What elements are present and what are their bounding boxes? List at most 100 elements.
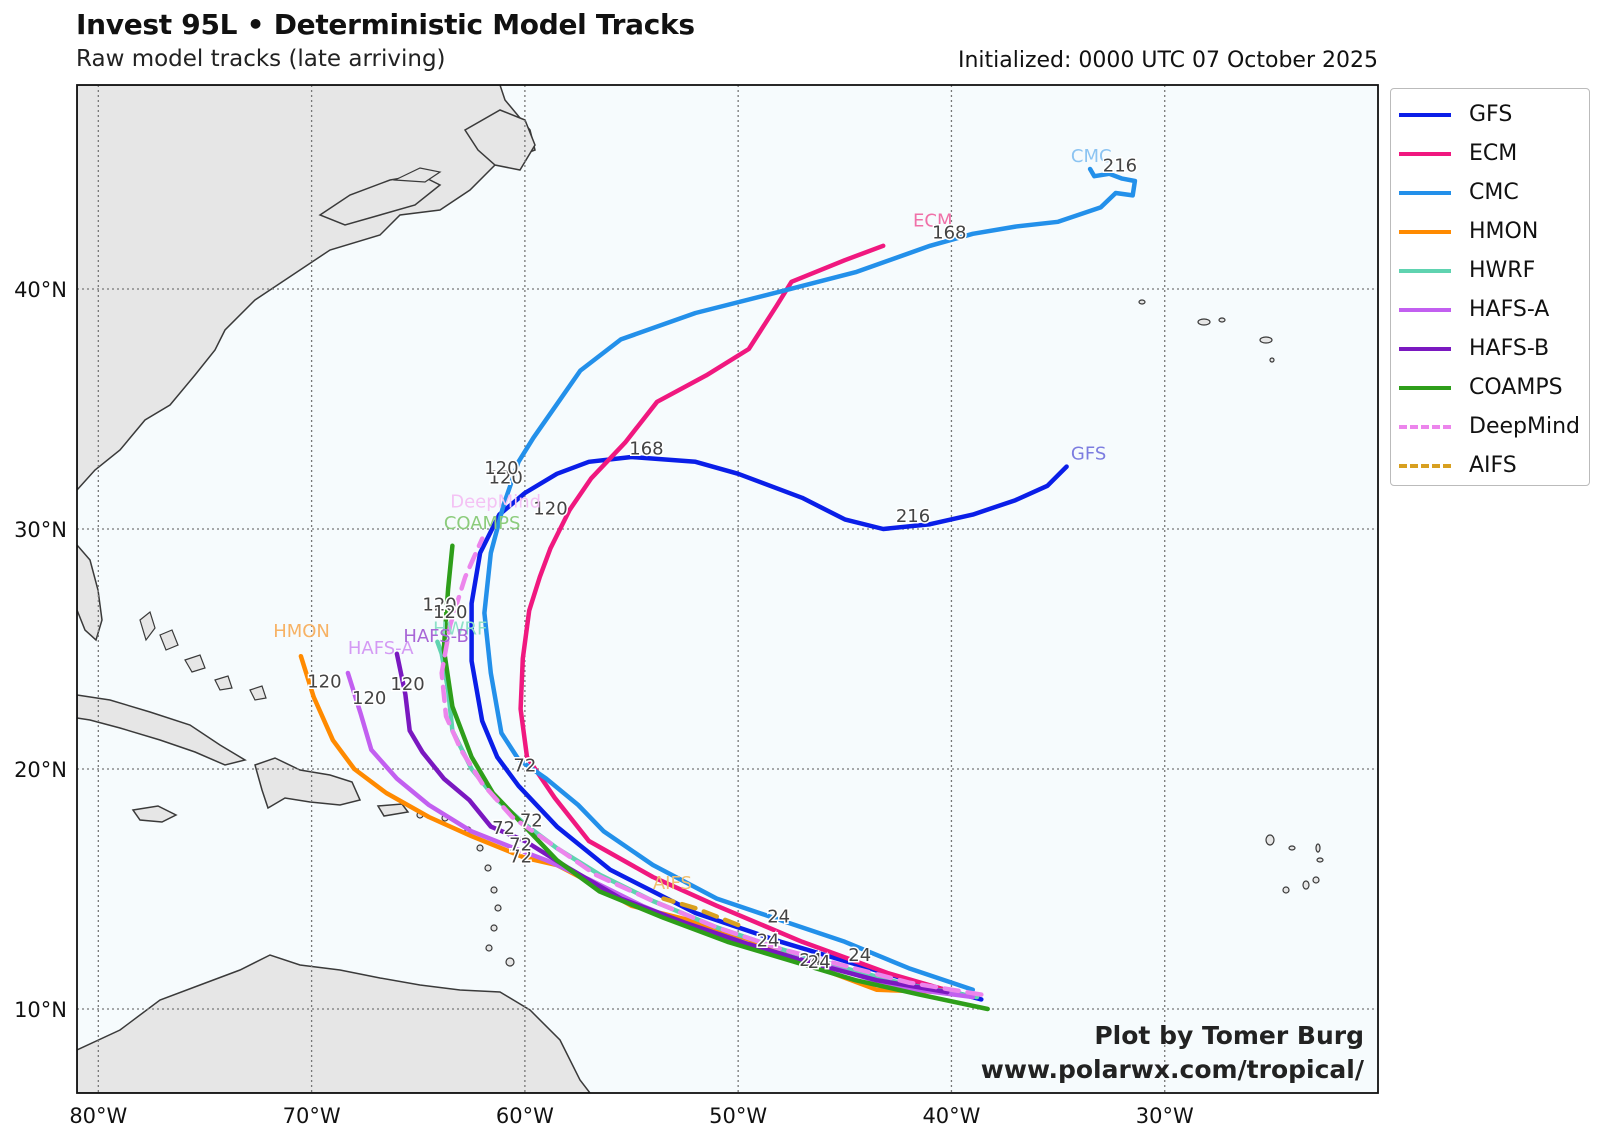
track-ecm xyxy=(518,243,965,997)
legend-item-ecm: ECM xyxy=(1391,134,1589,173)
forecast-hour-label: 120 xyxy=(433,602,467,623)
legend-item-coamps: COAMPS xyxy=(1391,368,1589,407)
forecast-hour-label: 72 xyxy=(509,847,532,868)
plot-frame xyxy=(76,84,1379,1094)
legend-swatch xyxy=(1399,112,1451,117)
track-name-label: ECM xyxy=(913,211,952,232)
track-aifs xyxy=(661,896,741,928)
forecast-hour-label: 120 xyxy=(533,499,567,520)
legend: GFS ECM CMC HMON HWRF HAFS-A HAFS-B COAM… xyxy=(1390,88,1590,486)
forecast-hour-label: 120 xyxy=(484,458,518,479)
forecast-hour-label: 120 xyxy=(390,674,424,695)
track-hafs-b xyxy=(394,651,950,995)
credit-line-1: Plot by Tomer Burg xyxy=(1094,1021,1364,1050)
legend-label: AIFS xyxy=(1469,453,1517,478)
bahamas-islands xyxy=(139,610,267,701)
forecast-hour-label: 24 xyxy=(767,907,790,928)
legend-label: HAFS-B xyxy=(1469,336,1550,361)
track-name-label: GFS xyxy=(1071,443,1106,464)
forecast-hour-label: 168 xyxy=(932,223,966,244)
legend-label: HWRF xyxy=(1469,258,1536,283)
forecast-hour-label: 72 xyxy=(509,835,532,856)
forecast-hour-label: 72 xyxy=(492,818,515,839)
puerto-rico-land xyxy=(376,803,410,817)
track-name-label: HWRF xyxy=(433,619,487,640)
lon-tick-label: 70°W xyxy=(283,1104,341,1128)
lat-tick-label: 20°N xyxy=(14,758,67,782)
legend-swatch xyxy=(1399,424,1451,429)
legend-label: HAFS-A xyxy=(1469,297,1550,322)
legend-swatch xyxy=(1399,346,1451,351)
track-name-label: COAMPS xyxy=(444,513,521,534)
maritimes-land xyxy=(318,174,442,226)
forecast-hour-label: 24 xyxy=(799,950,822,971)
legend-item-gfs: GFS xyxy=(1391,95,1589,134)
forecast-hour-label: 120 xyxy=(307,671,341,692)
track-cmc xyxy=(482,166,1138,993)
legend-label: GFS xyxy=(1469,102,1513,127)
model-tracks xyxy=(298,166,1138,1012)
legend-item-cmc: CMC xyxy=(1391,173,1589,212)
legend-swatch xyxy=(1399,463,1451,468)
jamaica-land xyxy=(131,805,178,823)
track-name-label: AIFS xyxy=(653,873,692,894)
newfoundland-land xyxy=(463,109,536,171)
track-name-label: HMON xyxy=(273,621,330,642)
chart-subtitle: Raw model tracks (late arriving) xyxy=(76,46,446,72)
track-name-label: CMC xyxy=(1071,146,1112,167)
forecast-hour-label: 24 xyxy=(757,931,780,952)
legend-item-hafs-b: HAFS-B xyxy=(1391,329,1589,368)
track-deepmind xyxy=(439,536,984,997)
legend-swatch xyxy=(1399,385,1451,390)
legend-item-hmon: HMON xyxy=(1391,212,1589,251)
forecast-hour-label: 72 xyxy=(520,811,543,832)
cuba-land xyxy=(77,694,247,766)
forecast-hour-label: 24 xyxy=(848,945,871,966)
legend-item-aifs: AIFS xyxy=(1391,446,1589,485)
legend-swatch xyxy=(1399,151,1451,156)
legend-item-hwrf: HWRF xyxy=(1391,251,1589,290)
forecast-hour-label: 168 xyxy=(629,439,663,460)
legend-item-deepmind: DeepMind xyxy=(1391,407,1589,446)
lat-tick-label: 10°N xyxy=(14,998,67,1022)
chart-title: Invest 95L • Deterministic Model Tracks xyxy=(76,8,695,41)
south-america-land xyxy=(77,954,591,1093)
legend-swatch xyxy=(1399,190,1451,195)
track-labels: GFS 72 120 168 216 24 ECM 120 168 CMC 120 216 24 HMON… xyxy=(273,146,1138,975)
credit-line-2: www.polarwx.com/tropical/ xyxy=(981,1055,1365,1084)
lon-tick-label: 80°W xyxy=(69,1104,127,1128)
track-name-label: HAFS-A xyxy=(348,638,414,659)
pei-land xyxy=(392,167,442,183)
track-name-label: DeepMind xyxy=(450,491,541,512)
init-time: Initialized: 0000 UTC 07 October 2025 xyxy=(957,48,1378,73)
legend-label: DeepMind xyxy=(1469,414,1580,439)
forecast-hour-label: 120 xyxy=(489,467,523,488)
florida-land xyxy=(77,543,103,642)
forecast-hour-label: 24 xyxy=(808,952,831,973)
cape-verde-islands xyxy=(1265,834,1324,894)
lat-tick-label: 30°N xyxy=(14,518,67,542)
track-gfs xyxy=(469,454,1069,1002)
axis-tick-labels: 80°W 70°W 60°W 50°W 40°W 30°W 10°N 20°N 30°N 40°N xyxy=(14,278,1194,1128)
track-coamps xyxy=(441,543,990,1012)
forecast-hour-label: 72 xyxy=(513,755,536,776)
legend-swatch xyxy=(1399,229,1451,234)
legend-item-hafs-a: HAFS-A xyxy=(1391,290,1589,329)
forecast-hour-label: 120 xyxy=(352,688,386,709)
lon-tick-label: 60°W xyxy=(496,1104,554,1128)
legend-swatch xyxy=(1399,307,1451,312)
azores-islands xyxy=(1138,299,1275,363)
legend-label: CMC xyxy=(1469,180,1519,205)
forecast-hour-label: 216 xyxy=(896,506,930,527)
lon-tick-label: 30°W xyxy=(1136,1104,1194,1128)
lon-tick-label: 50°W xyxy=(709,1104,767,1128)
lat-tick-label: 40°N xyxy=(14,278,67,302)
land-layer xyxy=(77,85,1324,1093)
legend-label: ECM xyxy=(1469,141,1518,166)
hispaniola-land xyxy=(254,757,362,810)
forecast-hour-label: 120 xyxy=(422,595,456,616)
forecast-hour-label: 216 xyxy=(1103,155,1137,176)
legend-swatch xyxy=(1399,268,1451,273)
track-name-label: HAFS-B xyxy=(403,626,469,647)
